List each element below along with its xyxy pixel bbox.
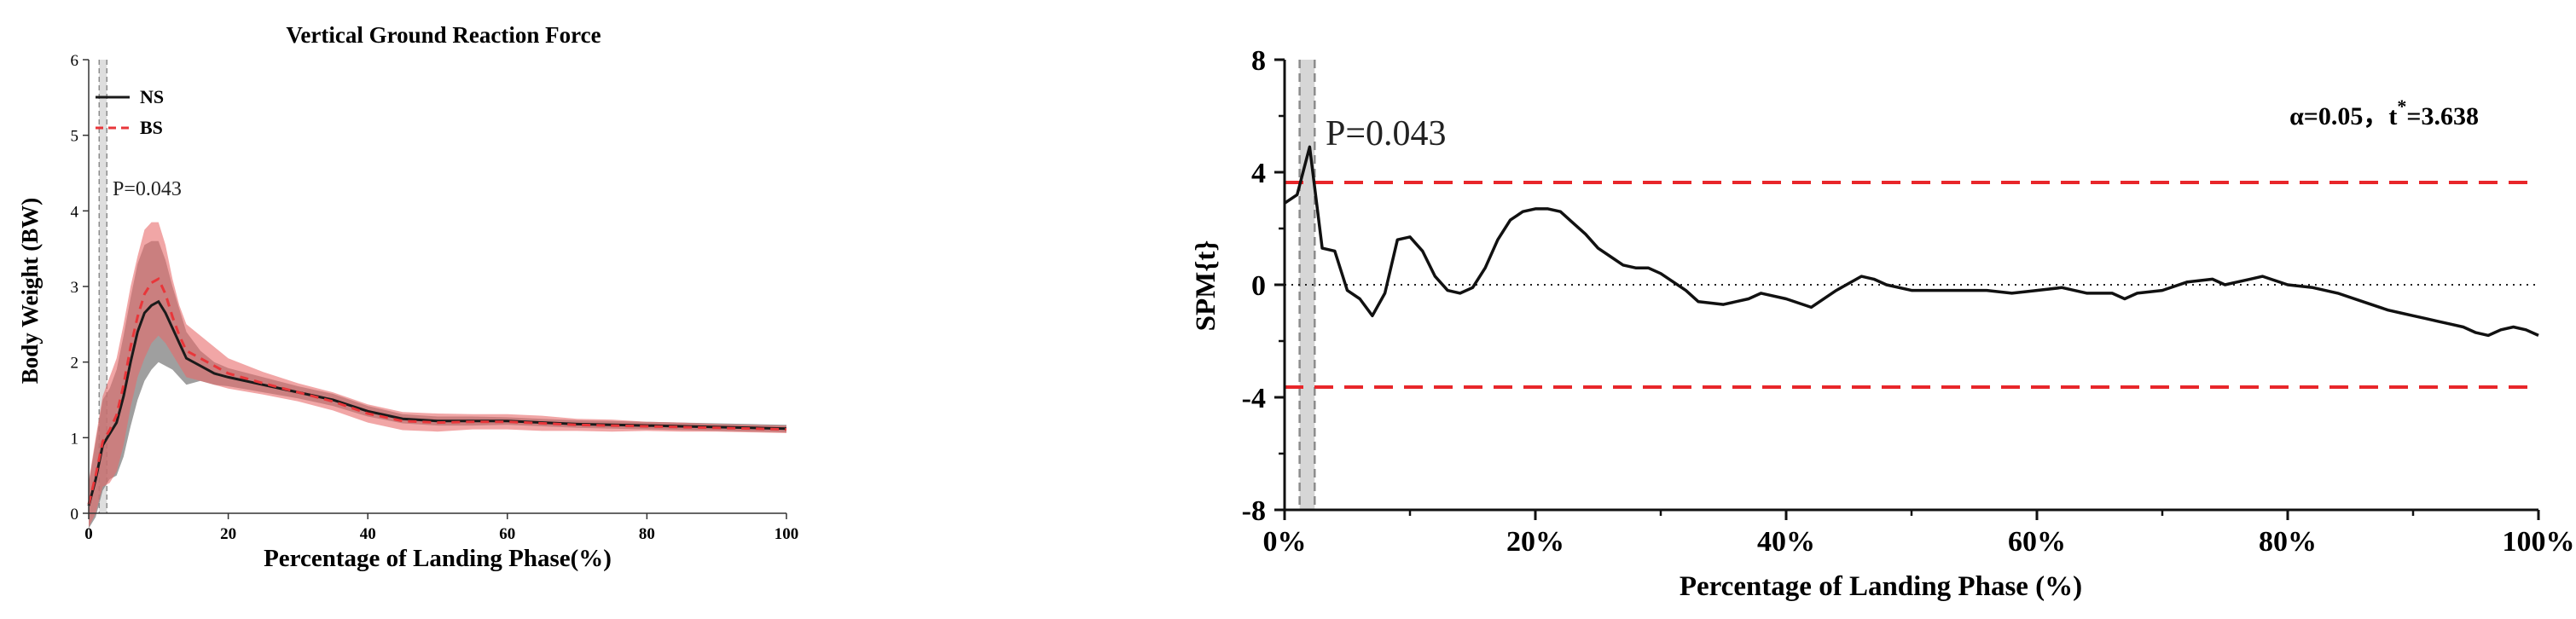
y-tick-label: -8 xyxy=(1242,495,1266,527)
band-ns xyxy=(89,240,786,529)
vgrf-ticks: 0 20 40 60 80 100 0 1 2 3 4 5 6 xyxy=(71,52,799,543)
y-tick-label: 3 xyxy=(71,279,79,297)
vgrf-bands xyxy=(89,222,786,529)
legend-label-bs: BS xyxy=(140,117,163,138)
significant-region-fill xyxy=(99,60,107,513)
threshold-label-value: =3.638 xyxy=(2406,102,2479,130)
spm-p-annotation: P=0.043 xyxy=(1326,114,1447,153)
x-tick-label: 80% xyxy=(2259,526,2317,558)
spm-lines xyxy=(1284,145,2539,338)
x-tick-label: 20 xyxy=(220,525,236,543)
x-tick-label: 0 xyxy=(84,525,93,543)
x-tick-label: 0% xyxy=(1263,526,1307,558)
spm-xlabel: Percentage of Landing Phase (%) xyxy=(1680,571,2082,602)
spm-t-curve xyxy=(1284,145,2539,338)
x-tick-label: 60 xyxy=(499,525,515,543)
x-tick-label: 100 xyxy=(775,525,799,543)
band-bs xyxy=(89,222,786,527)
spm-ticks: 0% 20% 40% 60% 80% 100% -8 -4 0 4 8 xyxy=(1242,45,2575,558)
y-tick-label: 4 xyxy=(71,203,79,221)
y-tick-label: 0 xyxy=(1251,270,1266,302)
vgrf-title: Vertical Ground Reaction Force xyxy=(286,22,600,48)
threshold-label-star: * xyxy=(2397,95,2406,117)
y-tick-label: 5 xyxy=(71,128,79,146)
vgrf-ylabel: Body Weight (BW) xyxy=(17,198,43,385)
y-tick-label: -4 xyxy=(1242,383,1266,414)
series-line-ns xyxy=(87,299,787,506)
y-tick-label: 4 xyxy=(1251,158,1266,189)
spm-chart: 0% 20% 40% 60% 80% 100% -8 -4 0 4 8 P=0.043 α=0.05… xyxy=(1191,45,2575,602)
vgrf-legend: NS BS xyxy=(96,86,164,138)
threshold-label-prefix: α=0.05，t xyxy=(2289,102,2397,130)
x-tick-label: 100% xyxy=(2503,526,2575,558)
x-tick-label: 20% xyxy=(1506,526,1564,558)
x-tick-label: 40 xyxy=(360,525,376,543)
vgrf-lines xyxy=(87,277,787,506)
y-tick-label: 6 xyxy=(71,52,79,70)
legend-label-ns: NS xyxy=(140,86,164,107)
spm-threshold-label: α=0.05，t*=3.638 xyxy=(2289,95,2479,130)
y-tick-label: 8 xyxy=(1251,45,1266,77)
spm-reference-lines xyxy=(1285,180,2538,390)
y-tick-label: 0 xyxy=(71,506,79,524)
vgrf-p-annotation: P=0.043 xyxy=(113,178,182,200)
y-tick-label: 1 xyxy=(71,430,79,448)
spm-ylabel: SPM{t} xyxy=(1191,240,1221,332)
y-tick-label: 2 xyxy=(71,355,79,373)
x-tick-label: 60% xyxy=(2008,526,2066,558)
vgrf-axes xyxy=(88,60,786,514)
x-tick-label: 40% xyxy=(1757,526,1815,558)
x-tick-label: 80 xyxy=(639,525,655,543)
vgrf-xlabel: Percentage of Landing Phase(%) xyxy=(264,545,612,572)
vgrf-chart: Vertical Ground Reaction Force 0 20 40 60 80… xyxy=(17,22,798,572)
series-line-bs xyxy=(87,277,787,505)
